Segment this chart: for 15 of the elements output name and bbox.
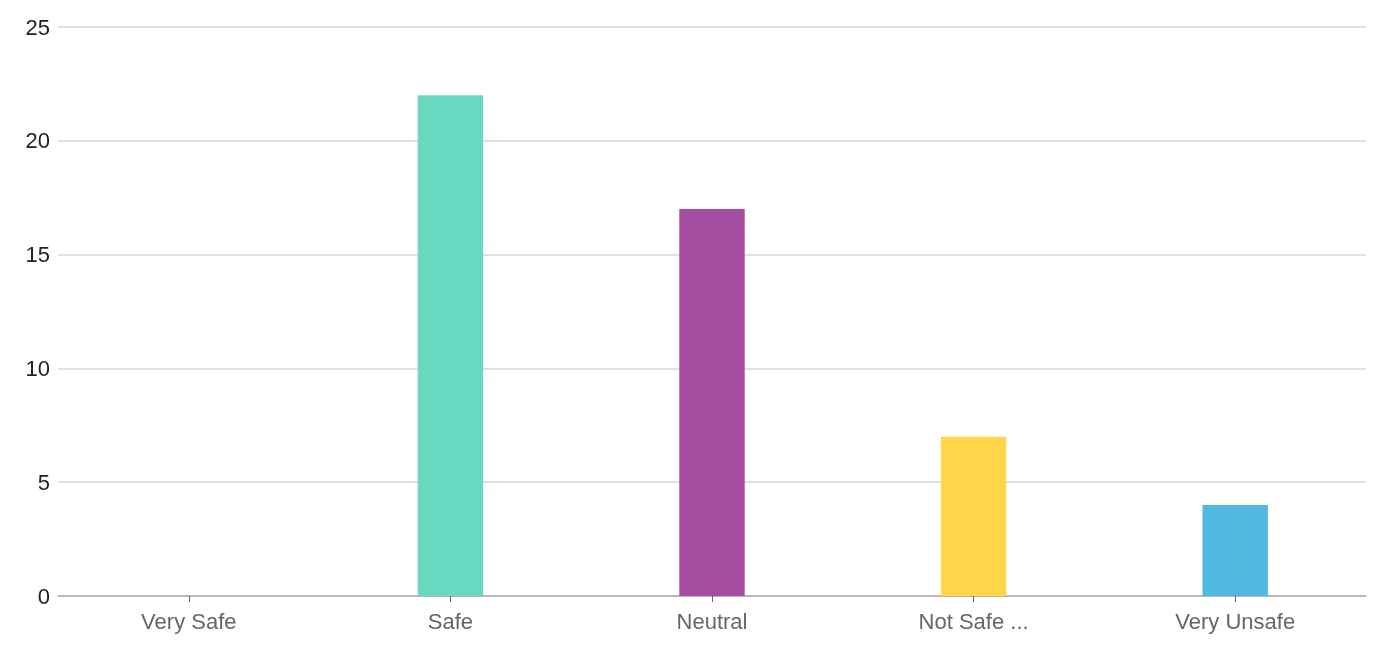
x-tick-label: Very Safe (141, 608, 237, 634)
y-tick-label: 5 (37, 469, 50, 495)
y-tick-label: 15 (25, 242, 50, 268)
bar (679, 209, 745, 596)
x-tick-label: Neutral (676, 608, 748, 634)
x-tick-label: Very Unsafe (1175, 608, 1296, 634)
x-tick-label: Safe (427, 608, 474, 634)
y-tick-label: 0 (37, 583, 50, 609)
bar (417, 95, 484, 596)
bar (1202, 504, 1268, 596)
bar (940, 436, 1007, 596)
x-tick-label: Not Safe ... (918, 608, 1029, 634)
y-tick-label: 25 (25, 14, 50, 40)
y-tick-label: 20 (25, 128, 50, 154)
y-tick-label: 10 (25, 355, 50, 381)
